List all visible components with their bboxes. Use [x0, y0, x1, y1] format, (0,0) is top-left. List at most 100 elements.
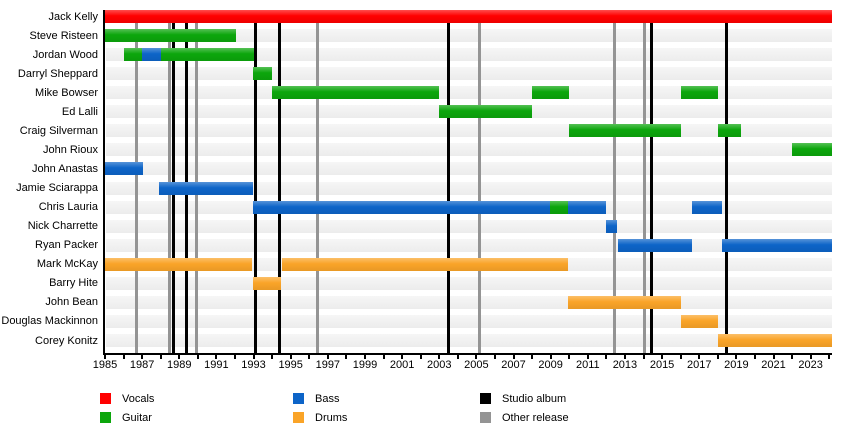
- legend-label: Drums: [315, 412, 348, 424]
- x-axis-tick: [716, 355, 719, 359]
- x-axis-tick: [586, 355, 589, 359]
- x-axis-tick: [549, 355, 552, 359]
- other-release-line: [613, 10, 617, 353]
- x-axis-tick: [401, 355, 404, 359]
- x-axis-tick: [735, 355, 738, 359]
- studio-album-line: [253, 10, 257, 353]
- timeline-bar-guitar: [569, 124, 681, 138]
- other-release-line: [316, 10, 320, 353]
- timeline-bar-bass: [105, 162, 144, 176]
- x-axis-tick: [698, 355, 701, 359]
- legend-label: Bass: [315, 393, 340, 405]
- studio-album-line: [185, 10, 189, 353]
- x-axis-tick: [642, 355, 645, 359]
- x-axis-tick: [772, 355, 775, 359]
- timeline-bar-drums: [568, 295, 681, 309]
- x-axis-year-label: 1985: [92, 359, 118, 371]
- member-label: Jordan Wood: [32, 48, 98, 61]
- timeline-bar-vocals: [105, 10, 832, 23]
- x-axis-year-label: 1999: [352, 359, 378, 371]
- legend-swatch-drums: [293, 412, 304, 423]
- member-label: Jack Kelly: [48, 10, 98, 23]
- x-axis-year-label: 2019: [724, 359, 749, 371]
- member-label: Corey Konitz: [35, 334, 98, 347]
- x-axis-tick: [382, 355, 385, 359]
- timeline-bar-guitar: [792, 143, 832, 157]
- x-axis-tick: [122, 355, 125, 359]
- x-axis-year-label: 2017: [686, 359, 712, 371]
- x-axis-tick: [605, 355, 608, 359]
- member-label: Douglas Mackinnon: [1, 315, 98, 328]
- member-label: Barry Hite: [49, 277, 98, 290]
- x-axis-tick: [104, 355, 106, 359]
- other-release-line: [642, 10, 646, 353]
- timeline-bar-guitar: [532, 86, 570, 100]
- member-label: Craig Silverman: [19, 124, 98, 137]
- x-axis-year-label: 1991: [204, 359, 229, 371]
- studio-album-line: [447, 10, 451, 353]
- timeline-bar-guitar: [717, 124, 741, 138]
- x-axis-tick: [345, 355, 348, 359]
- x-axis-tick: [363, 355, 366, 359]
- x-axis-tick: [828, 355, 831, 359]
- timeline-bar-drums: [717, 334, 832, 348]
- timeline-bar-guitar: [680, 86, 718, 100]
- x-axis-tick: [215, 355, 218, 359]
- x-axis-tick: [308, 355, 311, 359]
- member-label: Mark McKay: [36, 258, 98, 271]
- legend-label: Guitar: [122, 412, 152, 424]
- timeline-bar-bass: [606, 219, 617, 233]
- x-axis-year-label: 1993: [241, 359, 266, 371]
- studio-album-line: [278, 10, 282, 353]
- timeline-bar-guitar: [123, 48, 143, 62]
- x-axis-tick: [531, 355, 534, 359]
- timeline-row-band: [106, 276, 832, 290]
- x-axis-tick: [289, 355, 292, 359]
- x-axis-year-label: 1997: [315, 359, 341, 371]
- timeline-bar-bass: [722, 238, 832, 252]
- x-axis-year-label: 2021: [761, 359, 786, 371]
- x-axis-year-label: 2003: [427, 359, 452, 371]
- timeline-bar-bass: [142, 48, 161, 62]
- member-label: Chris Lauria: [38, 201, 98, 214]
- legend-swatch-other-release: [480, 412, 491, 423]
- x-axis-tick: [178, 355, 181, 359]
- studio-album-line: [724, 10, 728, 353]
- legend-label: Vocals: [122, 393, 155, 405]
- x-axis-tick: [159, 355, 162, 359]
- x-axis-tick: [271, 355, 274, 359]
- timeline-bar-guitar: [252, 67, 273, 81]
- timeline-bar-bass: [617, 238, 692, 252]
- legend-swatch-vocals: [100, 393, 111, 404]
- timeline-row-band: [106, 86, 832, 100]
- member-label: Darryl Sheppard: [17, 67, 98, 80]
- x-axis-tick: [475, 355, 478, 359]
- timeline-bar-drums: [105, 257, 252, 271]
- member-label: Mike Bowser: [35, 86, 98, 99]
- timeline-row-band: [106, 314, 832, 328]
- member-label: John Rioux: [42, 143, 98, 156]
- x-axis-tick: [679, 355, 682, 359]
- legend-swatch-studio-album: [480, 393, 491, 404]
- member-label: Steve Risteen: [29, 29, 98, 42]
- timeline-bar-guitar: [105, 29, 236, 43]
- timeline-bar-guitar: [160, 48, 254, 62]
- member-label: Nick Charrette: [27, 220, 98, 233]
- x-axis-tick: [493, 355, 496, 359]
- timeline-bar-guitar: [439, 105, 533, 119]
- timeline-row-band: [106, 67, 832, 81]
- x-axis-tick: [326, 355, 329, 359]
- member-label: John Anastas: [31, 162, 98, 175]
- x-axis-line: [103, 353, 832, 355]
- x-axis-year-label: 2015: [649, 359, 675, 371]
- x-axis-tick: [141, 355, 144, 359]
- timeline-bar-bass: [568, 200, 607, 214]
- x-axis-tick: [809, 355, 812, 359]
- y-axis-line: [103, 10, 105, 355]
- x-axis-tick: [419, 355, 422, 359]
- x-axis-tick: [233, 355, 236, 359]
- timeline-row-band: [106, 143, 832, 157]
- timeline-bar-guitar: [272, 86, 440, 100]
- x-axis-year-label: 1987: [129, 359, 155, 371]
